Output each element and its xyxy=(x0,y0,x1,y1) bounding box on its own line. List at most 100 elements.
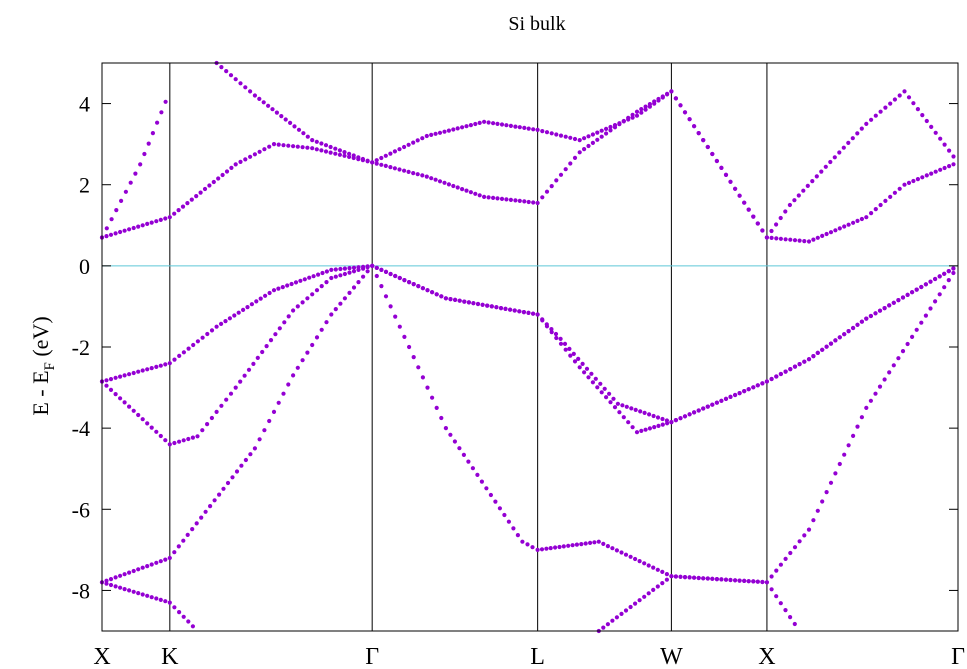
band-point xyxy=(623,608,629,613)
band-point xyxy=(167,442,172,447)
band-point xyxy=(420,173,425,178)
band-point xyxy=(118,374,123,379)
band-point xyxy=(205,422,210,427)
band-point xyxy=(145,421,150,426)
band-point xyxy=(316,272,321,277)
band-point xyxy=(751,214,756,219)
band-point xyxy=(595,130,600,135)
band-point xyxy=(289,281,294,287)
band-point xyxy=(824,344,829,349)
band-point xyxy=(624,404,629,409)
band-point xyxy=(864,316,869,321)
band-point xyxy=(388,151,393,156)
band-point xyxy=(582,136,587,141)
band-point xyxy=(136,567,141,572)
band-point xyxy=(859,126,864,131)
y-axis-label: E - EF (eV) xyxy=(28,316,58,415)
band-point xyxy=(475,472,480,477)
band-point xyxy=(448,297,453,302)
band-point xyxy=(271,142,277,147)
band-point xyxy=(778,215,783,221)
band-point xyxy=(283,117,288,122)
band-point xyxy=(682,575,688,580)
band-point xyxy=(660,422,665,427)
band-point xyxy=(692,575,697,580)
band-point xyxy=(892,190,898,195)
band-point xyxy=(554,335,559,341)
band-point xyxy=(760,228,765,233)
band-point xyxy=(669,89,674,94)
band-point xyxy=(714,577,720,582)
band-point xyxy=(276,400,281,405)
band-point xyxy=(155,120,160,125)
band-point xyxy=(214,409,219,414)
band-point xyxy=(517,309,522,314)
band-point xyxy=(248,452,253,457)
band-point xyxy=(233,162,238,167)
band-point xyxy=(473,121,478,127)
band-point xyxy=(549,131,554,136)
band-point xyxy=(733,186,738,191)
band-point xyxy=(832,155,837,160)
band-point xyxy=(769,376,774,382)
band-point xyxy=(104,383,109,388)
band-point xyxy=(118,229,123,235)
band-point xyxy=(305,134,310,139)
band-point xyxy=(933,130,938,135)
band-point xyxy=(477,193,482,198)
band-point xyxy=(687,575,692,580)
band-point xyxy=(310,342,315,348)
band-point xyxy=(338,301,343,306)
band-point xyxy=(540,195,545,200)
band-point xyxy=(604,131,609,136)
band-point xyxy=(647,104,653,109)
band-point xyxy=(563,167,568,172)
band-point xyxy=(202,186,208,192)
band-point xyxy=(914,327,919,332)
band-point xyxy=(868,398,874,403)
band-point xyxy=(887,370,892,375)
band-point xyxy=(407,280,412,285)
band-point xyxy=(586,375,591,380)
band-point xyxy=(563,347,568,352)
band-point xyxy=(104,378,109,383)
band-point xyxy=(846,140,851,145)
band-point xyxy=(660,95,665,100)
y-tick-label: 0 xyxy=(79,254,90,279)
band-point xyxy=(586,143,591,149)
band-point xyxy=(136,224,141,229)
band-point xyxy=(615,401,621,406)
band-point xyxy=(902,89,907,94)
band-point xyxy=(823,164,828,169)
band-point xyxy=(499,122,505,127)
band-point xyxy=(181,538,186,543)
band-point xyxy=(611,396,616,401)
band-point xyxy=(608,400,613,405)
band-point xyxy=(883,105,888,110)
band-point xyxy=(692,410,697,415)
band-point xyxy=(664,572,670,577)
band-point xyxy=(588,540,593,546)
band-point xyxy=(108,387,114,392)
band-point xyxy=(328,150,333,155)
band-point xyxy=(434,292,439,297)
band-point xyxy=(946,278,951,283)
band-point xyxy=(402,144,407,150)
band-point xyxy=(774,222,779,227)
band-point xyxy=(571,351,576,356)
band-point xyxy=(319,327,324,332)
band-point xyxy=(566,543,571,548)
band-point xyxy=(329,267,334,272)
band-point xyxy=(634,113,640,118)
band-point xyxy=(590,140,596,145)
band-point xyxy=(815,350,820,355)
band-point xyxy=(495,196,500,201)
band-point xyxy=(902,182,907,187)
band-point xyxy=(577,150,582,155)
band-point xyxy=(607,391,612,396)
band-point xyxy=(590,132,596,137)
kpoint-lines xyxy=(169,63,768,631)
band-point xyxy=(764,235,770,240)
band-point xyxy=(150,131,155,136)
band-point xyxy=(228,73,234,78)
